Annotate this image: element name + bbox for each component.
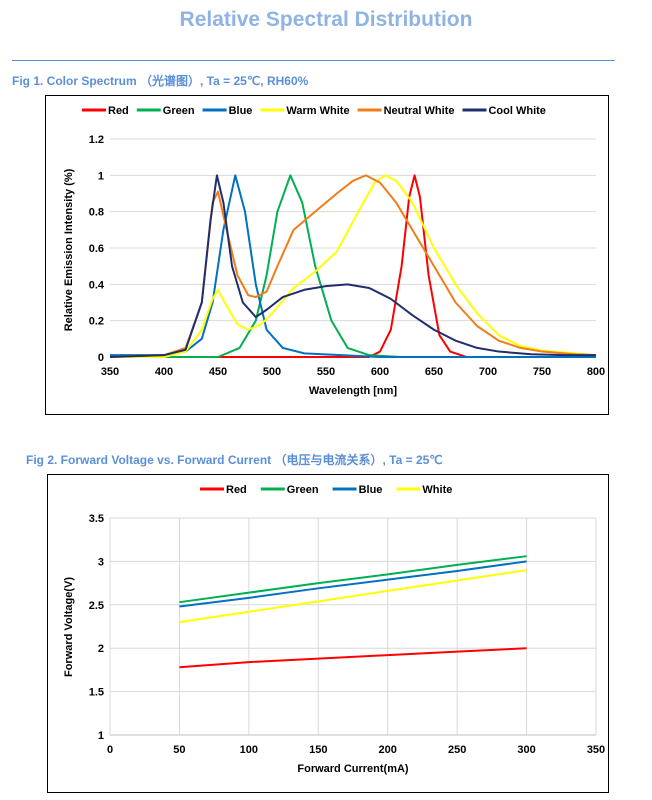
title-divider <box>12 60 615 61</box>
x-tick-label: 350 <box>101 366 119 378</box>
y-tick-label: 0 <box>98 352 104 364</box>
x-tick-label: 550 <box>317 366 335 378</box>
fig1-chart-frame <box>45 95 609 415</box>
y-tick-label: 2 <box>98 643 104 655</box>
legend-label: Blue <box>359 484 383 496</box>
x-tick-label: 750 <box>533 366 551 378</box>
legend-label: Green <box>287 484 319 496</box>
series-line-red <box>179 647 527 669</box>
x-tick-label: 50 <box>173 744 185 756</box>
series-line-red <box>110 174 596 358</box>
series-line-blue <box>179 560 527 608</box>
y-tick-label: 0.8 <box>89 207 104 219</box>
x-tick-label: 600 <box>371 366 389 378</box>
y-tick-label: 0.6 <box>89 243 104 255</box>
y-tick-label: 0.4 <box>89 279 105 291</box>
series-line-white <box>179 569 527 624</box>
fig1-caption: Fig 1. Color Spectrum （光谱图）, Ta = 25℃, R… <box>12 74 309 88</box>
legend-label: White <box>422 484 452 496</box>
legend-label: Cool White <box>488 105 545 117</box>
y-tick-label: 1.2 <box>89 134 104 146</box>
x-axis-label: Forward Current(mA) <box>297 763 409 775</box>
x-tick-label: 350 <box>587 744 605 756</box>
y-tick-label: 1 <box>98 170 104 182</box>
x-tick-label: 700 <box>479 366 497 378</box>
series-line-green <box>179 555 527 604</box>
legend-label: Neutral White <box>384 105 455 117</box>
x-tick-label: 250 <box>448 744 466 756</box>
x-tick-label: 150 <box>309 744 327 756</box>
fig2-caption: Fig 2. Forward Voltage vs. Forward Curre… <box>26 453 443 467</box>
y-tick-label: 0.2 <box>89 316 104 328</box>
series-line-blue <box>110 174 596 358</box>
x-axis-label: Wavelength [nm] <box>309 385 398 397</box>
fig2-chart-frame <box>47 474 609 793</box>
x-tick-label: 400 <box>155 366 173 378</box>
x-tick-label: 500 <box>263 366 281 378</box>
x-tick-label: 300 <box>517 744 535 756</box>
y-tick-label: 3 <box>98 556 104 568</box>
page-title: Relative Spectral Distribution <box>179 8 473 31</box>
x-tick-label: 200 <box>379 744 397 756</box>
series-line-cool-white <box>109 174 596 358</box>
series-line-warm-white <box>110 174 597 358</box>
legend-label: Blue <box>229 105 253 117</box>
y-tick-label: 1.5 <box>89 687 104 699</box>
legend-label: Warm White <box>286 105 349 117</box>
legend-label: Green <box>163 105 195 117</box>
y-axis-label: Forward Voltage(V) <box>63 577 75 677</box>
y-axis-label: Relative Emission Intensity (%) <box>63 168 75 331</box>
series-line-neutral-white <box>109 174 597 358</box>
x-tick-label: 650 <box>425 366 443 378</box>
legend-label: Red <box>108 105 129 117</box>
x-tick-label: 100 <box>240 744 258 756</box>
y-tick-label: 3.5 <box>89 513 104 525</box>
legend-label: Red <box>226 484 247 496</box>
y-tick-label: 2.5 <box>89 600 104 612</box>
y-tick-label: 1 <box>98 730 104 742</box>
series-line-green <box>110 174 596 358</box>
x-tick-label: 450 <box>209 366 227 378</box>
x-tick-label: 0 <box>107 744 113 756</box>
x-tick-label: 800 <box>587 366 605 378</box>
